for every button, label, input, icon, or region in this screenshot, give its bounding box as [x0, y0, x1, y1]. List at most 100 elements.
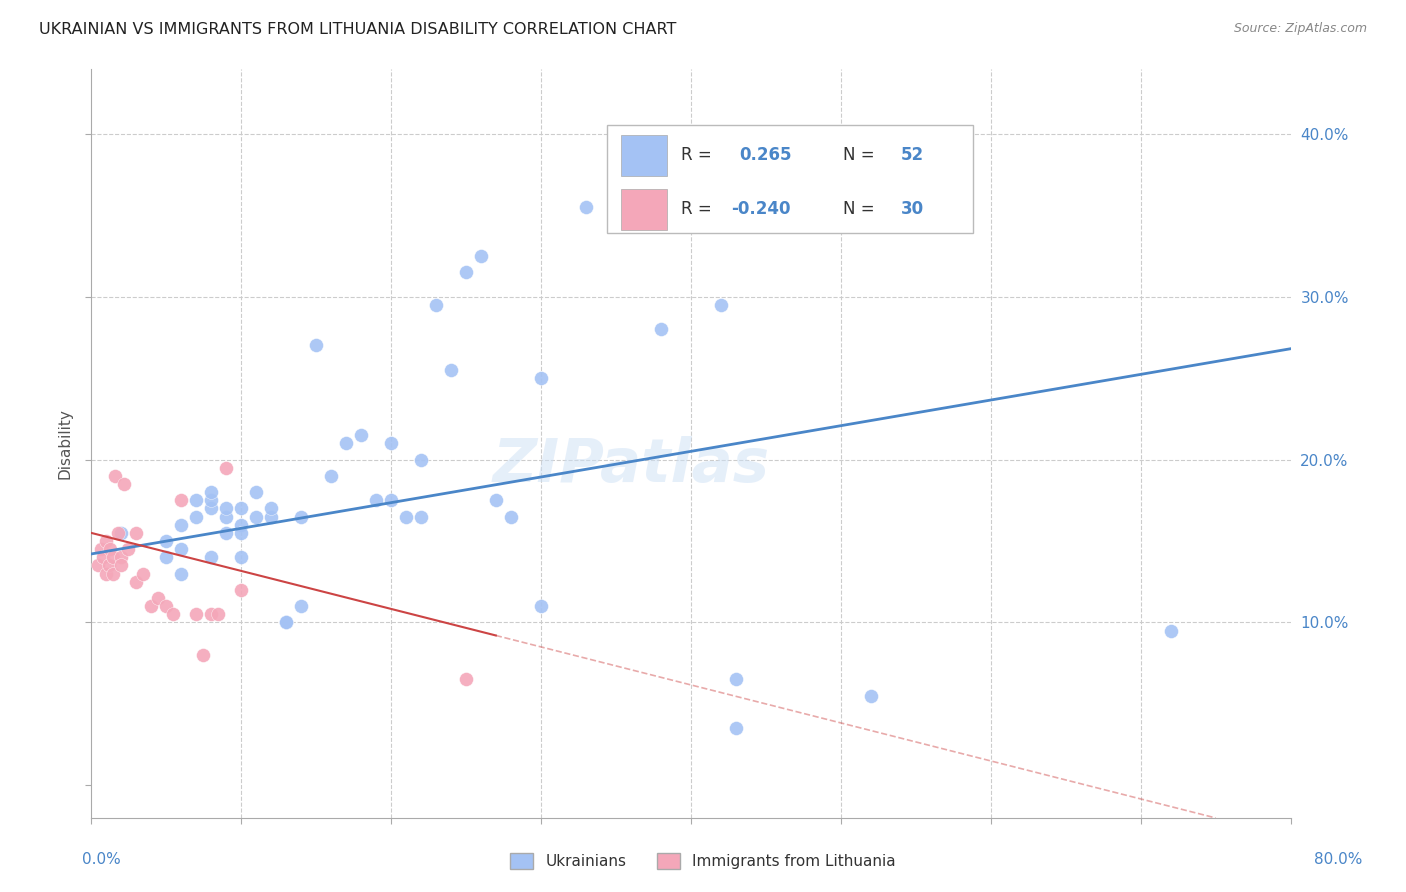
Point [229, 517, 252, 532]
Point [155, 550, 177, 565]
Point [229, 525, 252, 540]
Point [200, 485, 222, 500]
Point [91, 550, 114, 565]
Legend: Ukrainians, Immigrants from Lithuania: Ukrainians, Immigrants from Lithuania [505, 847, 901, 875]
Point [200, 493, 222, 508]
Point [229, 501, 252, 516]
Point [207, 607, 229, 622]
Point [859, 689, 882, 703]
Bar [621, 189, 666, 230]
Text: 80.0%: 80.0% [1315, 852, 1362, 867]
Point [112, 477, 135, 491]
Text: R =: R = [681, 146, 717, 164]
Text: R =: R = [681, 201, 717, 219]
Point [100, 542, 122, 557]
Point [274, 615, 297, 630]
Point [184, 607, 207, 622]
Point [155, 533, 177, 548]
Point [260, 509, 283, 524]
Point [454, 265, 477, 279]
Text: UKRAINIAN VS IMMIGRANTS FROM LITHUANIA DISABILITY CORRELATION CHART: UKRAINIAN VS IMMIGRANTS FROM LITHUANIA D… [39, 22, 676, 37]
Point [290, 599, 312, 614]
Point [90, 542, 112, 557]
Text: N =: N = [844, 146, 880, 164]
Text: N =: N = [844, 201, 880, 219]
Point [409, 509, 432, 524]
Point [245, 509, 267, 524]
Point [724, 673, 747, 687]
Point [184, 493, 207, 508]
Point [710, 298, 733, 312]
Text: 0.265: 0.265 [738, 146, 792, 164]
Point [274, 615, 297, 630]
Point [200, 550, 222, 565]
Point [103, 566, 125, 581]
Point [94, 566, 117, 581]
Point [215, 460, 238, 475]
Text: -0.240: -0.240 [731, 201, 792, 219]
Point [170, 493, 193, 508]
Point [148, 591, 170, 605]
Point [170, 566, 193, 581]
Point [245, 485, 267, 500]
Point [200, 607, 222, 622]
Point [184, 509, 207, 524]
Point [364, 493, 387, 508]
Point [305, 338, 328, 352]
Point [575, 200, 598, 214]
Point [395, 509, 418, 524]
Point [139, 599, 162, 614]
Point [454, 673, 477, 687]
Text: ZIPatlas: ZIPatlas [492, 436, 769, 495]
Point [229, 582, 252, 597]
Point [530, 599, 553, 614]
Text: 0.0%: 0.0% [82, 852, 121, 867]
Point [440, 363, 463, 377]
FancyBboxPatch shape [607, 125, 973, 234]
Point [229, 550, 252, 565]
Text: 30: 30 [901, 201, 924, 219]
Point [94, 533, 117, 548]
Point [132, 566, 155, 581]
Point [409, 452, 432, 467]
Text: 52: 52 [901, 146, 924, 164]
Point [650, 322, 672, 336]
Point [724, 722, 747, 736]
Point [110, 550, 132, 565]
Point [215, 501, 238, 516]
Point [117, 542, 139, 557]
Text: Source: ZipAtlas.com: Source: ZipAtlas.com [1233, 22, 1367, 36]
Point [380, 493, 402, 508]
Point [380, 436, 402, 450]
Point [470, 249, 492, 263]
Point [107, 525, 129, 540]
Point [215, 525, 238, 540]
Point [260, 501, 283, 516]
Point [97, 558, 120, 573]
Point [425, 298, 447, 312]
Point [215, 509, 238, 524]
Point [170, 517, 193, 532]
Point [200, 501, 222, 516]
Point [125, 525, 148, 540]
Point [335, 436, 357, 450]
Point [1160, 624, 1182, 638]
Point [110, 558, 132, 573]
Point [530, 371, 553, 385]
Point [87, 558, 110, 573]
Point [104, 468, 127, 483]
Point [290, 509, 312, 524]
Point [485, 493, 508, 508]
Point [170, 542, 193, 557]
Point [319, 468, 342, 483]
Point [350, 428, 373, 442]
Point [110, 525, 132, 540]
Point [162, 607, 184, 622]
Point [193, 648, 215, 662]
Point [125, 574, 148, 589]
Bar [621, 135, 666, 176]
Point [155, 599, 177, 614]
Point [103, 550, 125, 565]
Point [499, 509, 522, 524]
Y-axis label: Disability: Disability [58, 408, 72, 479]
